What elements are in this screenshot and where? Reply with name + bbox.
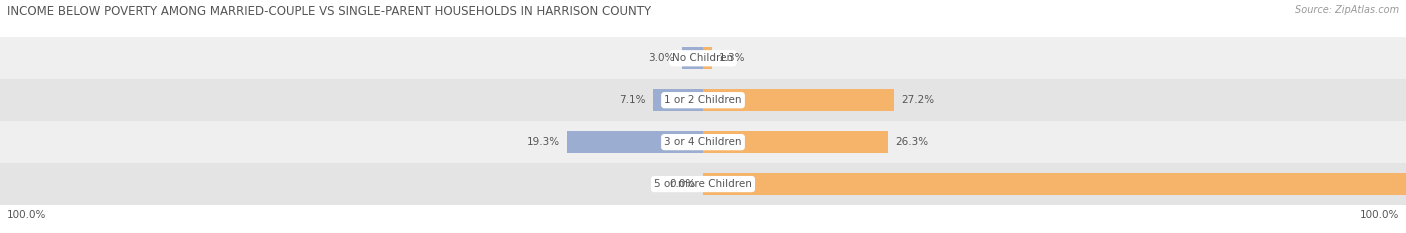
Bar	[0, 163, 1406, 205]
Bar	[0, 79, 1406, 121]
Bar	[703, 173, 1406, 195]
Text: 100.0%: 100.0%	[1360, 210, 1399, 220]
Text: 3.0%: 3.0%	[648, 53, 675, 63]
Text: 7.1%: 7.1%	[620, 95, 647, 105]
Bar	[652, 89, 703, 111]
Text: 100.0%: 100.0%	[7, 210, 46, 220]
Bar	[703, 131, 889, 153]
Bar	[703, 47, 713, 69]
Bar	[703, 89, 894, 111]
Text: No Children: No Children	[672, 53, 734, 63]
Text: Source: ZipAtlas.com: Source: ZipAtlas.com	[1295, 5, 1399, 15]
Text: 3 or 4 Children: 3 or 4 Children	[664, 137, 742, 147]
Bar	[682, 47, 703, 69]
Text: 5 or more Children: 5 or more Children	[654, 179, 752, 189]
Text: 27.2%: 27.2%	[901, 95, 935, 105]
Text: INCOME BELOW POVERTY AMONG MARRIED-COUPLE VS SINGLE-PARENT HOUSEHOLDS IN HARRISO: INCOME BELOW POVERTY AMONG MARRIED-COUPL…	[7, 5, 651, 18]
Bar	[0, 37, 1406, 79]
Bar	[568, 131, 703, 153]
Text: 19.3%: 19.3%	[527, 137, 560, 147]
Text: 26.3%: 26.3%	[896, 137, 928, 147]
Text: 1 or 2 Children: 1 or 2 Children	[664, 95, 742, 105]
Text: 0.0%: 0.0%	[669, 179, 696, 189]
Text: 1.3%: 1.3%	[720, 53, 745, 63]
Bar	[0, 121, 1406, 163]
